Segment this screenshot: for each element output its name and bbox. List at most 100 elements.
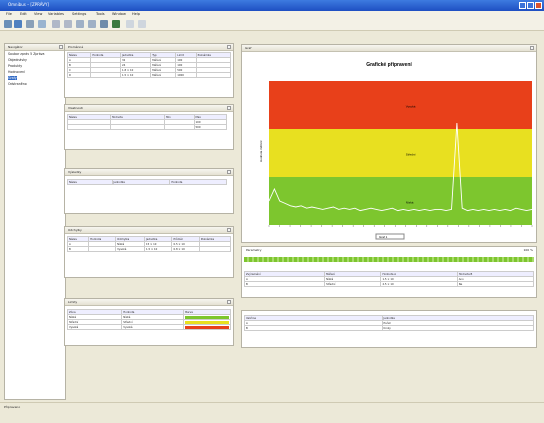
deviations-title: Odchylky [68, 228, 82, 232]
chart-header: Graf [242, 45, 536, 52]
menu-file[interactable]: File [6, 12, 12, 16]
properties-header: Vlastnosti [65, 105, 233, 112]
menu-help[interactable]: Help [132, 12, 140, 16]
tree-item-orders[interactable]: Objednávky [8, 58, 27, 62]
cut-icon[interactable] [38, 20, 46, 28]
menu-settings[interactable]: Settings [72, 12, 87, 16]
close-button[interactable] [535, 2, 542, 9]
undo-icon[interactable] [76, 20, 84, 28]
tree-item-removed[interactable]: Odstraněno [8, 82, 27, 86]
limits-header: Limity [65, 299, 233, 306]
zone-band [269, 129, 532, 177]
window-title: Omnibus – [ZPRÁVY] [8, 2, 49, 7]
results-panel: Výsledky Název Jednotka Hodnota [64, 168, 234, 214]
menu-window[interactable]: Window [112, 12, 126, 16]
table-header: Název Jednotka Hodnota [67, 179, 227, 185]
menu-variables[interactable]: Variables [48, 12, 64, 16]
navigator-panel: Navigátor Soubor zpráv 5 Zpráva Objednáv… [4, 43, 66, 400]
table-row[interactable]: 500 [67, 124, 228, 130]
variables-panel: Proměnné Název Hodnota Jednotka Typ Limi… [64, 43, 234, 98]
close-icon[interactable] [227, 45, 231, 49]
close-icon[interactable] [227, 170, 231, 174]
print-icon[interactable] [26, 20, 34, 28]
table-row[interactable]: D 1.5 × 10 Měření 1000 [66, 72, 232, 78]
table-row[interactable]: B Kroky [244, 325, 535, 331]
zone-label: Nízká [406, 200, 414, 204]
status-text: Připraveno [4, 405, 21, 409]
tree-item-ratings[interactable]: Hodnocení [8, 70, 25, 74]
limits-panel: Limity Zóna Hodnota Barva Nízká Nízká Stř… [64, 298, 234, 346]
results-title: Výsledky [68, 170, 82, 174]
zoom-select[interactable] [375, 233, 405, 240]
table-row[interactable]: B Vysoká 1.5 × 10 0.8 × 10 [66, 246, 232, 252]
maximize-button[interactable] [527, 2, 534, 9]
tree-item-root[interactable]: Soubor zpráv 5 Zpráva [8, 52, 45, 56]
limits-title: Limity [68, 300, 78, 304]
parameters-title: Parametry [246, 248, 262, 252]
results-table: Název Jednotka Hodnota [67, 179, 227, 185]
tree-item-products[interactable]: Produkty [8, 64, 23, 68]
paste-icon[interactable] [64, 20, 72, 28]
zone-band [269, 81, 532, 129]
table-header: Název Hodnota Jednotka Typ Limit Poznámk… [66, 52, 232, 58]
deviations-panel: Odchylky Název Hodnota Odchylka Jednotka… [64, 226, 234, 278]
redo-icon[interactable] [88, 20, 96, 28]
properties-panel: Vlastnosti Název Hodnota Min Max 100 500 [64, 104, 234, 150]
tree-item-charts[interactable]: Grafy [8, 76, 17, 80]
close-icon[interactable] [227, 228, 231, 232]
deviations-header: Odchylky [65, 227, 233, 234]
toolbar [0, 18, 544, 31]
copy-icon[interactable] [52, 20, 60, 28]
high-zone-swatch [185, 325, 229, 329]
menu-tools[interactable]: Tools [96, 12, 105, 16]
menu-edit[interactable]: Edit [20, 12, 27, 16]
close-icon[interactable] [227, 300, 231, 304]
progress-strip [244, 257, 534, 262]
variables-table: Název Hodnota Jednotka Typ Limit Poznámk… [66, 52, 232, 78]
mid-zone-swatch [185, 320, 229, 324]
low-zone-swatch [185, 315, 229, 319]
save-icon[interactable] [14, 20, 22, 28]
menu-view[interactable]: View [34, 12, 43, 16]
parameters-panel: Parametry 100 % Zvýraznění Měření Hodnot… [241, 246, 537, 298]
zone-label: Vysoká [406, 104, 416, 108]
column-header: Název [67, 179, 113, 185]
status-bar: Připraveno [0, 402, 544, 411]
y-axis-label: Hodnota měření [259, 140, 263, 162]
navigator-header: Navigátor [5, 44, 65, 51]
deviations-table: Název Hodnota Odchylka Jednotka Průměr P… [66, 236, 232, 252]
limits-table: Zóna Hodnota Barva Nízká Nízká Střední Stř… [66, 309, 231, 330]
table-row[interactable]: Vysoká Vysoká [66, 324, 231, 330]
variables-title: Proměnné [68, 45, 84, 49]
series-line [268, 122, 533, 212]
back-icon[interactable] [126, 20, 134, 28]
menu-bar: File Edit View Variables Settings Tools … [0, 11, 544, 18]
line-chart: Grafické připravení Hodnota měření Vysok… [259, 62, 533, 240]
chart-panel: Graf Grafické připravení Hodnota měření … [241, 44, 537, 243]
close-icon[interactable] [227, 106, 231, 110]
minimize-button[interactable] [519, 2, 526, 9]
navigator-title: Navigátor [8, 45, 23, 49]
properties-title: Vlastnosti [68, 106, 83, 110]
table-row[interactable]: B Střední 2.5 × 10 Ne [243, 281, 535, 287]
chart-panel-title: Graf [245, 46, 252, 50]
close-icon[interactable] [59, 45, 63, 49]
zone-label: Střední [406, 152, 416, 156]
properties-table: Název Hodnota Min Max 100 500 [67, 114, 228, 130]
zoom-label: Graf 1 [379, 235, 388, 239]
quantities-panel: Veličina Jednotka A Počet B Kroky [241, 310, 537, 348]
forward-icon[interactable] [138, 20, 146, 28]
results-header: Výsledky [65, 169, 233, 176]
column-header: Hodnota [169, 179, 227, 185]
chart-title: Grafické připravení [366, 62, 412, 68]
parameters-zoom: 100 % [523, 248, 533, 252]
variables-header: Proměnné [65, 44, 233, 51]
open-icon[interactable] [4, 20, 12, 28]
play-icon[interactable] [112, 20, 120, 28]
column-header: Jednotka [111, 179, 171, 185]
close-icon[interactable] [530, 46, 534, 50]
run-icon[interactable] [100, 20, 108, 28]
title-bar: Omnibus – [ZPRÁVY] [0, 0, 544, 11]
